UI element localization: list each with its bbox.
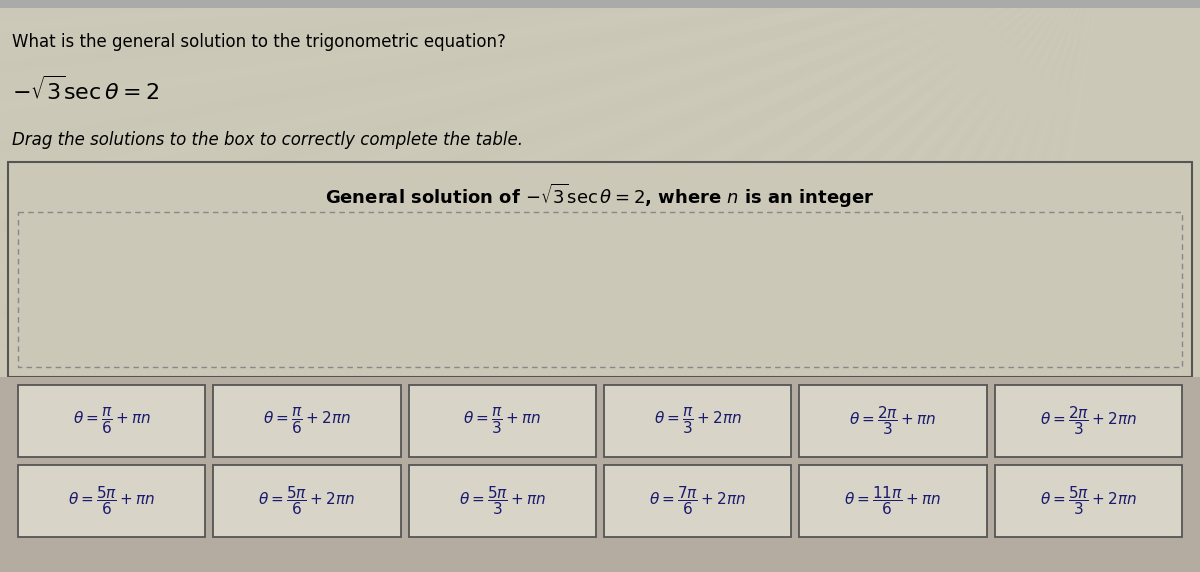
Bar — [995, 385, 1182, 457]
Bar — [214, 385, 401, 457]
Bar — [409, 385, 596, 457]
Bar — [604, 465, 791, 537]
Text: $\theta = \dfrac{5\pi}{3} + 2\pi n$: $\theta = \dfrac{5\pi}{3} + 2\pi n$ — [1039, 484, 1136, 518]
Text: What is the general solution to the trigonometric equation?: What is the general solution to the trig… — [12, 33, 506, 51]
Text: $\theta = \dfrac{\pi}{3} + \pi n$: $\theta = \dfrac{\pi}{3} + \pi n$ — [463, 406, 541, 436]
Text: $\theta = \dfrac{\pi}{3} + 2\pi n$: $\theta = \dfrac{\pi}{3} + 2\pi n$ — [654, 406, 742, 436]
Bar — [18, 212, 1182, 367]
Text: $\theta = \dfrac{\pi}{6} + \pi n$: $\theta = \dfrac{\pi}{6} + \pi n$ — [72, 406, 151, 436]
Text: $\theta = \dfrac{5\pi}{6} + 2\pi n$: $\theta = \dfrac{5\pi}{6} + 2\pi n$ — [258, 484, 355, 518]
Bar — [214, 465, 401, 537]
Bar — [18, 385, 205, 457]
Bar — [0, 377, 1200, 572]
Bar — [0, 8, 1200, 173]
Text: Drag the solutions to the box to correctly complete the table.: Drag the solutions to the box to correct… — [12, 131, 523, 149]
Text: $-\sqrt{3}\sec\theta = 2$: $-\sqrt{3}\sec\theta = 2$ — [12, 76, 160, 104]
Text: $\theta = \dfrac{7\pi}{6} + 2\pi n$: $\theta = \dfrac{7\pi}{6} + 2\pi n$ — [649, 484, 746, 518]
Bar — [409, 465, 596, 537]
Text: $\theta = \dfrac{2\pi}{3} + 2\pi n$: $\theta = \dfrac{2\pi}{3} + 2\pi n$ — [1039, 404, 1136, 438]
Bar — [799, 385, 986, 457]
Bar — [995, 465, 1182, 537]
Text: $\theta = \dfrac{11\pi}{6} + \pi n$: $\theta = \dfrac{11\pi}{6} + \pi n$ — [845, 484, 942, 518]
Bar — [799, 465, 986, 537]
Text: $\theta = \dfrac{2\pi}{3} + \pi n$: $\theta = \dfrac{2\pi}{3} + \pi n$ — [850, 404, 937, 438]
Text: $\theta = \dfrac{5\pi}{3} + \pi n$: $\theta = \dfrac{5\pi}{3} + \pi n$ — [458, 484, 546, 518]
Bar — [18, 465, 205, 537]
Bar — [604, 385, 791, 457]
Text: $\theta = \dfrac{5\pi}{6} + \pi n$: $\theta = \dfrac{5\pi}{6} + \pi n$ — [68, 484, 155, 518]
Text: General solution of $-\sqrt{3}\sec\theta = 2$, where $n$ is an integer: General solution of $-\sqrt{3}\sec\theta… — [325, 182, 875, 210]
Text: $\theta = \dfrac{\pi}{6} + 2\pi n$: $\theta = \dfrac{\pi}{6} + 2\pi n$ — [263, 406, 350, 436]
Bar — [8, 162, 1192, 377]
Bar — [0, 0, 1200, 8]
